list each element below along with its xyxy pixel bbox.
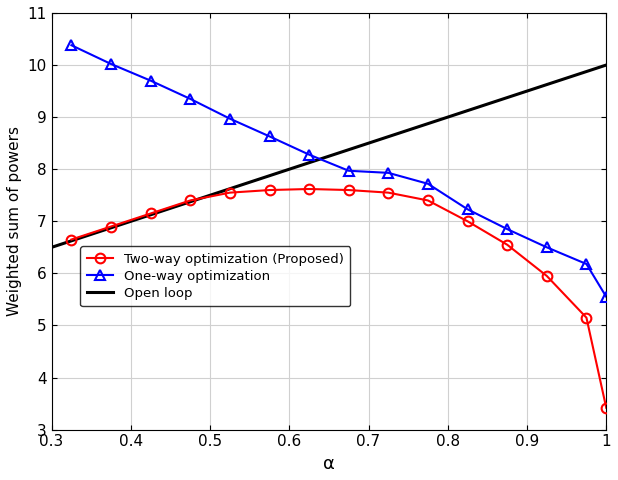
- X-axis label: α: α: [323, 455, 335, 473]
- One-way optimization: [68, 42, 75, 48]
- One-way optimization: [108, 61, 115, 67]
- One-way optimization: [266, 133, 273, 139]
- One-way optimization: [504, 226, 511, 232]
- One-way optimization: [187, 96, 194, 102]
- Two-way optimization (Proposed): [543, 273, 551, 279]
- Two-way optimization (Proposed): [226, 190, 234, 195]
- One-way optimization: [226, 116, 234, 121]
- One-way optimization: [543, 244, 551, 250]
- Two-way optimization (Proposed): [305, 186, 313, 192]
- One-way optimization: [425, 181, 432, 187]
- Legend: Two-way optimization (Proposed), One-way optimization, Open loop: Two-way optimization (Proposed), One-way…: [80, 246, 350, 306]
- Two-way optimization (Proposed): [68, 237, 75, 242]
- Two-way optimization (Proposed): [345, 187, 352, 193]
- Two-way optimization (Proposed): [464, 218, 472, 224]
- One-way optimization: [345, 168, 352, 174]
- Line: Two-way optimization (Proposed): Two-way optimization (Proposed): [67, 184, 611, 413]
- One-way optimization: [384, 170, 392, 176]
- One-way optimization: [583, 261, 590, 267]
- Y-axis label: Weighted sum of powers: Weighted sum of powers: [7, 126, 22, 316]
- One-way optimization: [147, 78, 154, 84]
- Two-way optimization (Proposed): [425, 198, 432, 204]
- Two-way optimization (Proposed): [187, 198, 194, 204]
- Two-way optimization (Proposed): [147, 211, 154, 216]
- Two-way optimization (Proposed): [108, 224, 115, 229]
- Two-way optimization (Proposed): [504, 242, 511, 248]
- Line: One-way optimization: One-way optimization: [67, 40, 611, 301]
- One-way optimization: [305, 152, 313, 157]
- Two-way optimization (Proposed): [603, 405, 610, 411]
- One-way optimization: [464, 206, 472, 212]
- Two-way optimization (Proposed): [266, 187, 273, 193]
- One-way optimization: [603, 294, 610, 300]
- Two-way optimization (Proposed): [384, 190, 392, 195]
- Two-way optimization (Proposed): [583, 315, 590, 321]
